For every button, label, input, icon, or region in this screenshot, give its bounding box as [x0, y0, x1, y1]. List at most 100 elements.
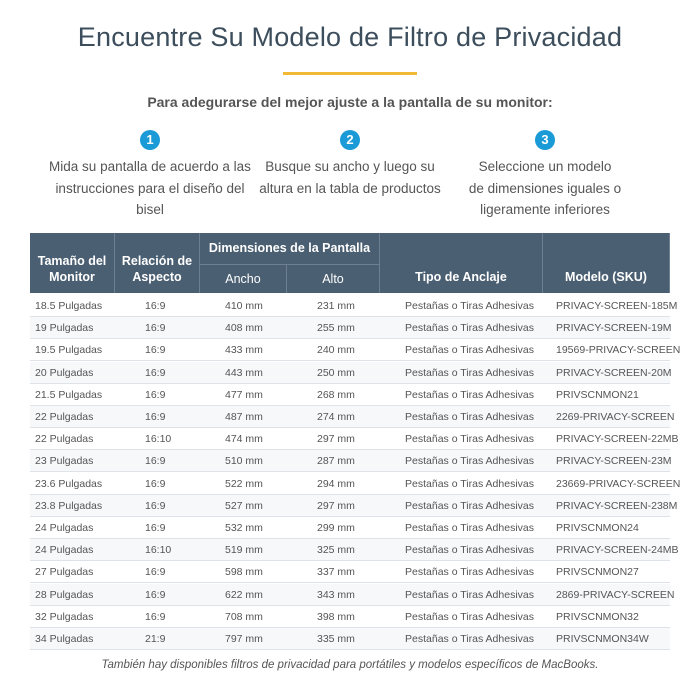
step-text-line: altura en la tabla de productos: [259, 180, 441, 196]
table-cell: 16:10: [145, 433, 172, 446]
table-row: 28 Pulgadas 16:9 622 mm 343 mm Pestañas o Ti…: [30, 583, 674, 606]
table-cell: 2869-PRIVACY-SCREEN: [556, 588, 675, 601]
table-cell: 16:9: [145, 588, 166, 601]
table-cell: 797 mm: [225, 633, 263, 645]
table-cell: 622 mm: [225, 588, 263, 601]
table-cell: 294 mm: [317, 477, 355, 490]
footnote: También hay disponibles filtros de priva…: [101, 659, 599, 671]
table-row: 21.5 Pulgadas 16:9 477 mm 268 mm Pestañas o …: [30, 384, 670, 406]
table-cell: 22 Pulgadas: [35, 433, 94, 446]
column-header: Relación de Aspecto: [115, 233, 200, 293]
table-row: 34 Pulgadas 21:9 797 mm 335 mm Pestañas o Ti…: [30, 628, 670, 650]
table-cell: 32 Pulgadas: [35, 610, 94, 623]
table-cell: 297 mm: [317, 499, 355, 512]
table-cell: 443 mm: [225, 366, 263, 379]
step-number: 3: [535, 130, 555, 150]
table-cell: 527 mm: [225, 499, 263, 512]
table-cell: 19.5 Pulgadas: [35, 344, 103, 357]
table-cell: Pestañas o Tiras Adhesivas: [405, 366, 534, 379]
table-row: 20 Pulgadas 16:9 443 mm 250 mm Pestañas o Ti…: [30, 361, 672, 384]
step-text-line: Busque su ancho y luego su: [265, 159, 435, 174]
table-cell: 708 mm: [225, 610, 263, 623]
table-cell: 519 mm: [225, 544, 263, 557]
step: 2 Busque su ancho y luego su altura en la …: [245, 130, 455, 199]
column-header: Ancho: [200, 265, 287, 293]
table-row: 24 Pulgadas 16:9 532 mm 299 mm Pestañas o Ti…: [30, 517, 670, 539]
subtitle: Para adegurarse del mejor ajuste a la pa…: [147, 94, 553, 110]
table-cell: 23 Pulgadas: [35, 455, 94, 468]
step: 1 Mida su pantalla de acuerdo a las instru…: [45, 130, 255, 221]
column-header: Alto: [287, 265, 380, 293]
table-cell: Pestañas o Tiras Adhesivas: [405, 433, 534, 446]
table-cell: 24 Pulgadas: [35, 544, 94, 557]
table-cell: 16:9: [145, 300, 166, 312]
table-cell: 522 mm: [225, 477, 263, 490]
table-cell: 16:9: [145, 344, 166, 357]
table-cell: Pestañas o Tiras Adhesivas: [405, 499, 534, 512]
table-cell: 23.6 Pulgadas: [35, 477, 103, 490]
table-cell: 23669-PRIVACY-SCREEN: [556, 477, 681, 490]
table-cell: 16:9: [145, 366, 166, 379]
table-cell: 16:9: [145, 499, 166, 512]
table-row: 22 Pulgadas 16:10 474 mm 297 mm Pestañas o T…: [30, 428, 679, 451]
table-cell: 398 mm: [317, 610, 355, 623]
table-cell: 16:9: [145, 610, 166, 623]
table-cell: 487 mm: [225, 411, 263, 423]
table-cell: Pestañas o Tiras Adhesivas: [405, 455, 534, 468]
table-cell: 297 mm: [317, 433, 355, 446]
table-cell: 23.8 Pulgadas: [35, 499, 103, 512]
table-cell: 268 mm: [317, 388, 355, 401]
table-cell: PRIVACY-SCREEN-23M: [556, 455, 672, 468]
table-cell: Pestañas o Tiras Adhesivas: [405, 344, 534, 357]
table-cell: PRIVACY-SCREEN-20M: [556, 366, 672, 379]
table-cell: Pestañas o Tiras Adhesivas: [405, 411, 534, 423]
table-cell: PRIVACY-SCREEN-185M: [556, 300, 678, 312]
table-row: 23.8 Pulgadas 16:9 527 mm 297 mm Pestañas o …: [30, 494, 677, 517]
table-cell: PRIVACY-SCREEN-19M: [556, 322, 672, 335]
table-cell: 16:9: [145, 388, 166, 401]
step-number: 2: [340, 130, 360, 150]
table-cell: 343 mm: [317, 588, 355, 601]
table-cell: 16:10: [145, 544, 172, 557]
step-text-line: bisel: [136, 202, 164, 217]
table-cell: 532 mm: [225, 522, 263, 534]
table-cell: Pestañas o Tiras Adhesivas: [405, 477, 534, 490]
table-cell: 16:9: [145, 566, 166, 579]
table-cell: Pestañas o Tiras Adhesivas: [405, 300, 534, 312]
table-cell: PRIVACY-SCREEN-22MB: [556, 433, 679, 446]
step-number: 1: [140, 130, 160, 150]
table-cell: 2269-PRIVACY-SCREEN: [556, 411, 675, 423]
table-cell: 250 mm: [317, 366, 355, 379]
table-row: 24 Pulgadas 16:10 519 mm 325 mm Pestañas o T…: [30, 539, 679, 562]
table-cell: Pestañas o Tiras Adhesivas: [405, 544, 534, 557]
table-cell: Pestañas o Tiras Adhesivas: [405, 610, 534, 623]
table-cell: 34 Pulgadas: [35, 633, 94, 645]
table-cell: 18.5 Pulgadas: [35, 300, 103, 312]
table-cell: 21:9: [145, 633, 166, 645]
table-cell: PRIVSCNMON34W: [556, 633, 649, 645]
table-cell: 299 mm: [317, 522, 355, 534]
table-cell: 22 Pulgadas: [35, 411, 94, 423]
table-cell: PRIVACY-SCREEN-238M: [556, 499, 678, 512]
title: Encuentre Su Modelo de Filtro de Privaci…: [77, 22, 623, 52]
table-row: 23 Pulgadas 16:9 510 mm 287 mm Pestañas o Ti…: [30, 450, 672, 473]
table-row: 19 Pulgadas 16:9 408 mm 255 mm Pestañas o Ti…: [30, 317, 672, 340]
step-text-line: de dimensiones iguales o: [468, 180, 622, 196]
table-cell: 598 mm: [225, 566, 263, 579]
table-cell: PRIVSCNMON24: [556, 522, 639, 534]
table-cell: 274 mm: [317, 411, 355, 423]
table-row: 19.5 Pulgadas 16:9 433 mm 240 mm Pestañas o …: [30, 339, 680, 362]
table-cell: Pestañas o Tiras Adhesivas: [405, 388, 534, 401]
table-cell: 287 mm: [317, 455, 355, 468]
table-cell: PRIVSCNMON32: [556, 610, 639, 623]
table-cell: 28 Pulgadas: [35, 588, 94, 601]
table-cell: 19 Pulgadas: [35, 322, 94, 335]
table-cell: 20 Pulgadas: [35, 366, 94, 379]
table-cell: Pestañas o Tiras Adhesivas: [405, 322, 534, 335]
table-cell: 325 mm: [317, 544, 355, 557]
table-cell: 477 mm: [225, 388, 263, 401]
step-text-line: instrucciones para el diseño del: [55, 180, 245, 196]
table-cell: 27 Pulgadas: [35, 566, 94, 579]
table-cell: PRIVSCNMON21: [556, 388, 639, 401]
